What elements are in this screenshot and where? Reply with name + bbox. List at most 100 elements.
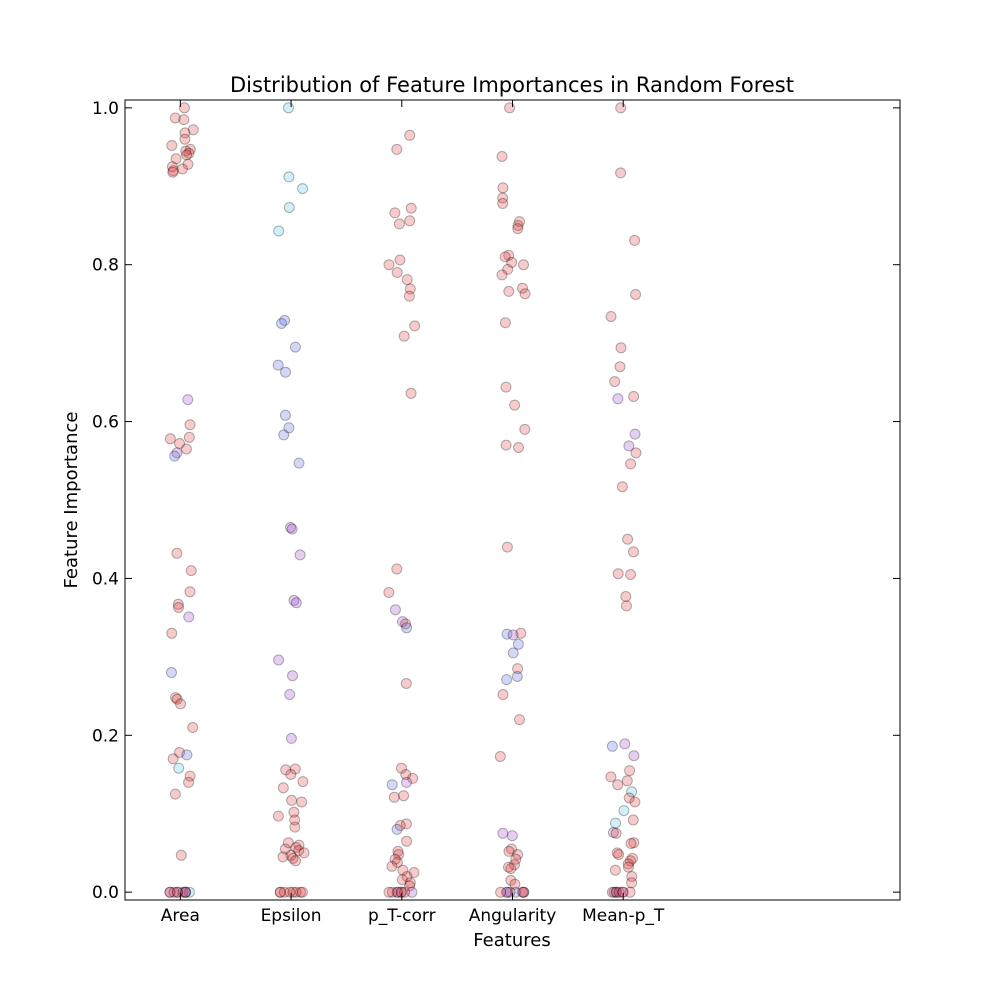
data-point	[496, 151, 508, 162]
data-point	[621, 600, 632, 612]
data-point	[289, 341, 301, 353]
data-point	[178, 114, 190, 126]
data-point	[629, 234, 641, 246]
data-point	[503, 845, 515, 857]
data-point	[166, 161, 178, 173]
data-point	[164, 433, 176, 445]
data-point	[183, 431, 195, 443]
data-point	[615, 102, 627, 114]
data-point	[401, 274, 413, 286]
data-point	[629, 428, 641, 440]
data-point	[184, 143, 196, 155]
data-point	[507, 629, 519, 641]
data-point	[607, 827, 619, 838]
data-point	[183, 776, 195, 788]
data-point	[287, 670, 298, 682]
data-point	[398, 790, 410, 802]
data-point	[499, 317, 511, 329]
data-point	[169, 112, 181, 124]
data-point	[399, 886, 411, 898]
data-point	[383, 587, 395, 598]
data-point	[180, 886, 192, 898]
data-point	[629, 796, 641, 808]
data-point	[391, 563, 403, 575]
data-point	[171, 547, 183, 559]
data-point	[181, 749, 193, 761]
data-point	[284, 886, 296, 898]
data-point	[178, 102, 190, 114]
data-point	[183, 147, 195, 159]
data-point	[619, 738, 631, 750]
data-point	[512, 638, 524, 650]
data-point	[167, 165, 179, 177]
data-point	[503, 861, 514, 873]
data-point	[277, 782, 289, 794]
data-point	[627, 814, 639, 826]
data-point	[169, 450, 181, 462]
data-point	[391, 823, 403, 835]
data-point	[279, 409, 291, 421]
data-point	[296, 796, 308, 808]
data-point	[515, 627, 527, 639]
data-point	[611, 886, 623, 898]
data-point	[513, 442, 524, 453]
data-point	[276, 318, 287, 329]
data-point	[628, 546, 639, 558]
data-point	[501, 886, 512, 898]
data-point	[180, 145, 192, 157]
data-point	[497, 689, 509, 700]
data-point	[171, 693, 183, 705]
data-point	[615, 342, 627, 354]
x-axis-label: Features	[473, 930, 550, 951]
data-point	[166, 627, 178, 639]
data-point	[509, 878, 521, 890]
y-tick-label: 0.2	[92, 726, 119, 746]
data-point	[274, 886, 286, 898]
data-point	[175, 698, 186, 710]
data-point	[168, 886, 180, 898]
data-point	[166, 140, 178, 151]
data-point	[164, 886, 176, 898]
data-point	[519, 288, 531, 300]
data-point	[627, 852, 638, 864]
data-point	[298, 847, 310, 859]
data-point	[628, 837, 640, 849]
data-point	[624, 765, 636, 777]
data-point	[279, 843, 291, 855]
data-point	[174, 747, 185, 758]
data-point	[605, 771, 617, 783]
data-point	[497, 198, 509, 209]
data-point	[507, 647, 519, 659]
data-point	[500, 439, 512, 451]
data-point	[392, 845, 404, 857]
data-point	[518, 886, 530, 898]
data-point	[392, 886, 404, 898]
x-tick-label: Epsilon	[261, 906, 322, 926]
data-point	[171, 447, 183, 459]
data-point	[396, 874, 408, 886]
data-point	[285, 849, 297, 861]
data-point	[400, 818, 412, 830]
data-point	[273, 654, 285, 666]
data-point	[404, 129, 416, 141]
data-point	[386, 860, 398, 872]
data-point	[621, 775, 633, 787]
data-point	[167, 166, 179, 178]
data-point	[397, 616, 408, 628]
data-point	[512, 663, 524, 675]
data-point	[170, 692, 182, 704]
data-point	[518, 886, 530, 898]
data-point	[288, 594, 300, 606]
data-point	[393, 849, 405, 860]
data-point	[503, 249, 515, 261]
data-point	[505, 874, 517, 886]
data-point	[287, 886, 299, 898]
data-point	[273, 225, 285, 237]
data-point	[626, 786, 638, 798]
data-point	[179, 886, 191, 898]
data-point	[509, 859, 520, 871]
data-point	[612, 568, 624, 580]
data-point	[181, 149, 193, 161]
data-point	[170, 153, 182, 165]
